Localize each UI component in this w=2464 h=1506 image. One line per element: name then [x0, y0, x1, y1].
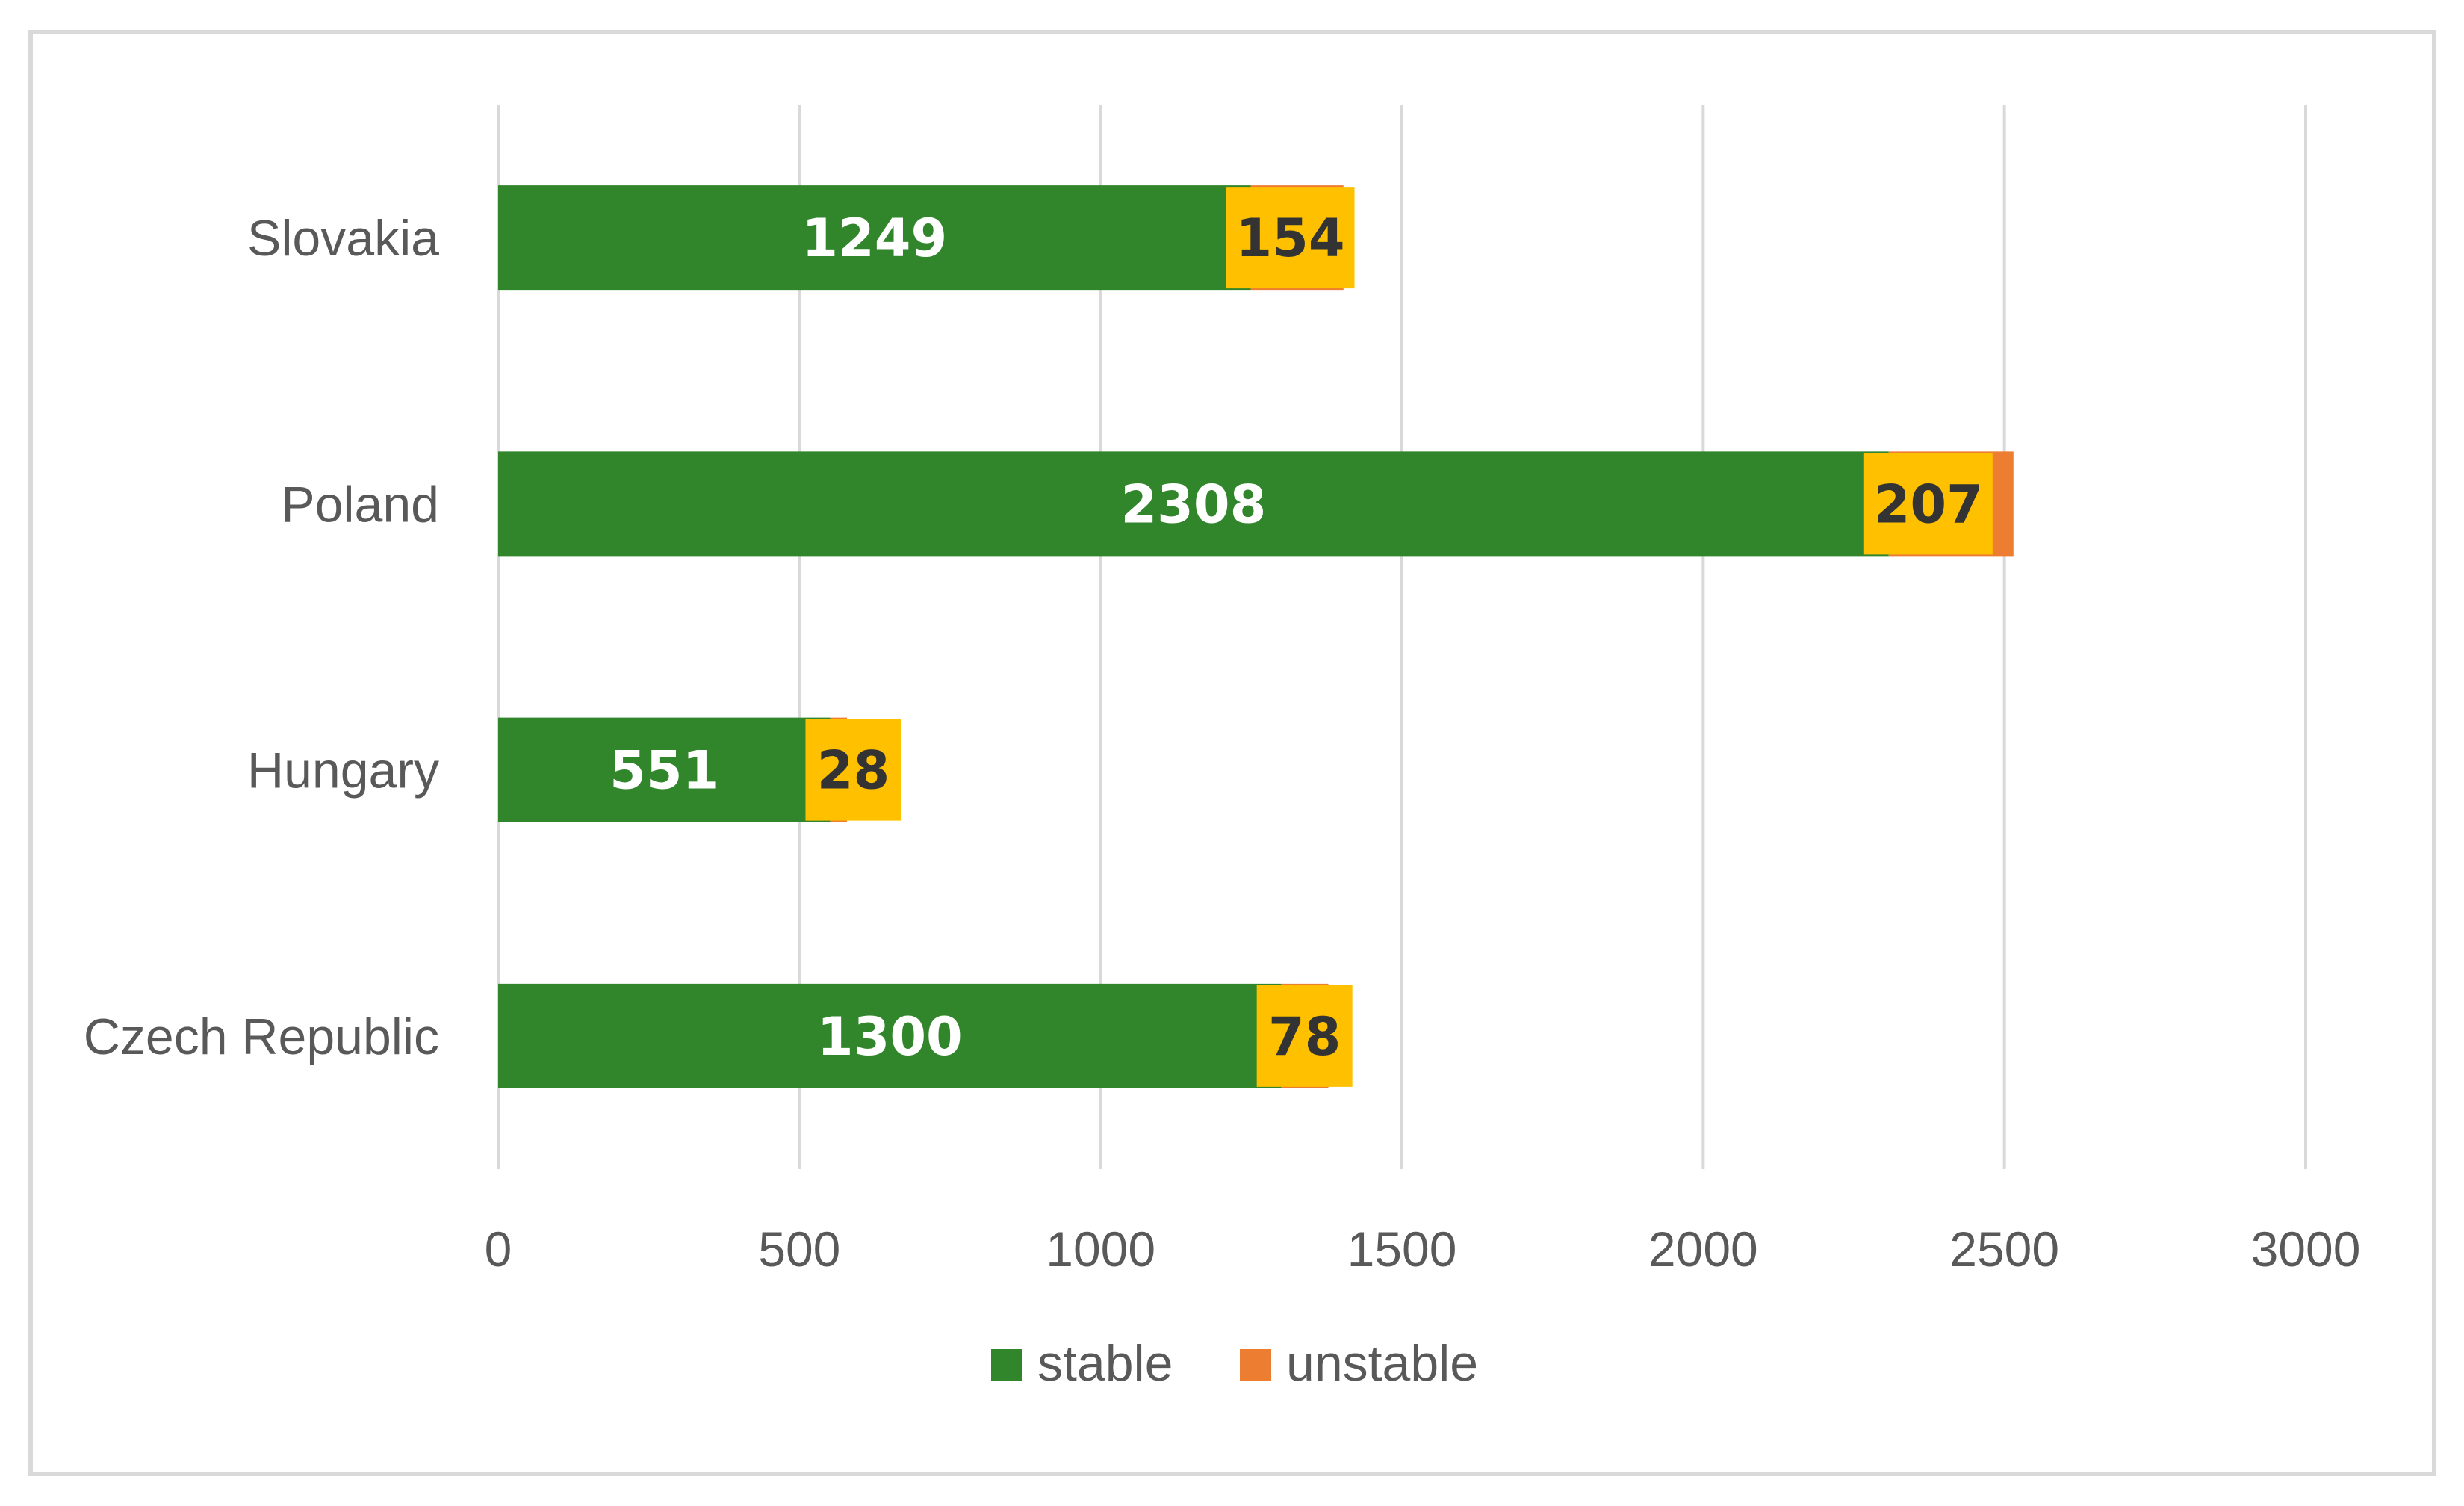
x-tick-label: 2000 [1648, 1221, 1758, 1277]
bar-stable [498, 185, 1251, 291]
data-label-stable: 551 [609, 740, 719, 802]
legend-label-stable: stable [1037, 1335, 1173, 1392]
data-label-unstable: 207 [1874, 474, 1983, 535]
legend-swatch-unstable [1240, 1349, 1271, 1380]
category-label: Slovakia [247, 210, 439, 267]
data-label-unstable: 154 [1235, 208, 1344, 269]
data-label-box-unstable [1256, 985, 1353, 1087]
x-tick-label: 1500 [1347, 1221, 1457, 1277]
x-tick-labels: 0 500 1000 1500 2000 2500 3000 [485, 1221, 2361, 1277]
bars: 1249 154 2308 207 551 28 1300 78 [498, 185, 2014, 1088]
data-label-stable: 1249 [801, 208, 947, 269]
data-label-unstable: 28 [817, 740, 890, 802]
bar-stable [498, 717, 831, 822]
data-label-unstable: 78 [1268, 1006, 1341, 1067]
category-label: Hungary [247, 743, 439, 799]
category-labels: Slovakia Poland Hungary Czech Republic [84, 210, 439, 1065]
x-tick-label: 500 [758, 1221, 840, 1277]
x-tick-label: 3000 [2251, 1221, 2361, 1277]
bar-stable [498, 983, 1282, 1088]
legend-label-unstable: unstable [1286, 1335, 1478, 1392]
legend: stable unstable [991, 1335, 1478, 1392]
x-tick-label: 0 [485, 1221, 512, 1277]
legend-swatch-stable [991, 1349, 1022, 1380]
data-label-stable: 1300 [817, 1006, 963, 1067]
category-label: Poland [281, 476, 439, 533]
data-label-box-unstable [1226, 187, 1355, 289]
data-label-box-unstable [1863, 453, 1993, 555]
data-label-stable: 2308 [1120, 474, 1266, 535]
x-tick-label: 1000 [1046, 1221, 1155, 1277]
category-label: Czech Republic [84, 1008, 439, 1065]
data-label-box-unstable [805, 719, 901, 821]
bar-stable [498, 451, 1889, 557]
x-tick-label: 2500 [1949, 1221, 2059, 1277]
